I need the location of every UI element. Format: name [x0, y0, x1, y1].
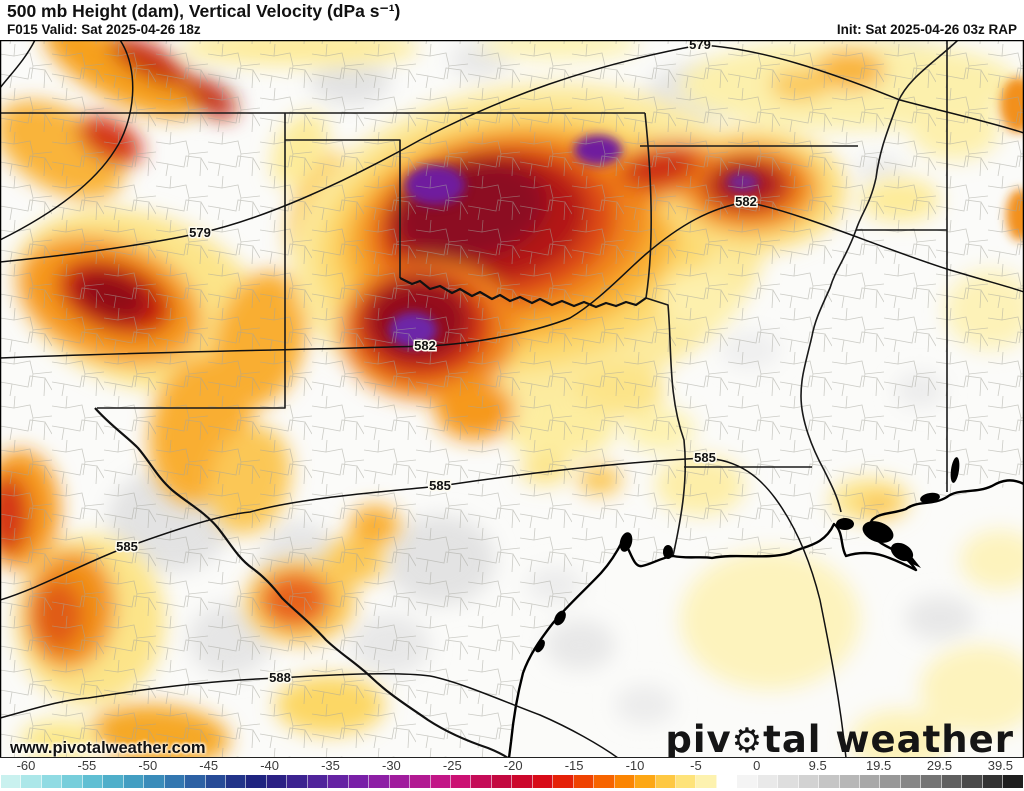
- colorbar-cell: [778, 775, 799, 788]
- contour-label: 585: [116, 539, 138, 554]
- colorbar-cell: [348, 775, 370, 788]
- colorbar-tick-label: -60: [16, 758, 36, 773]
- contour-label: 582: [735, 194, 757, 209]
- colorbar-cell: [982, 775, 1004, 788]
- colorbar-cell: [757, 775, 779, 788]
- colorbar-tick-label: 9.5: [808, 758, 827, 773]
- colorbar-cell: [164, 775, 186, 788]
- colorbar-tick-label: -5: [690, 758, 702, 773]
- colorbar-tick-label: 39.5: [987, 758, 1014, 773]
- colorbar-tick-label: -50: [138, 758, 158, 773]
- colorbar-cell: [532, 775, 554, 788]
- header: 500 mb Height (dam), Vertical Velocity (…: [0, 0, 1024, 40]
- weather-map: 579 579 582 582 585 585 585 588: [0, 40, 1024, 759]
- valid-time-label: F015 Valid: Sat 2025-04-26 18z: [7, 22, 201, 37]
- colorbar-cell: [512, 775, 533, 788]
- colorbar-cell: [287, 775, 308, 788]
- colorbar-cell: [471, 775, 492, 788]
- colorbar-cell: [21, 775, 42, 788]
- gulf-coastline: [507, 479, 1024, 759]
- contour-label: 579: [189, 225, 211, 240]
- colorbar-cell: [41, 775, 63, 788]
- colorbar-cells: [1, 775, 1023, 788]
- colorbar-cell: [1, 775, 22, 788]
- colorbar-cell: [900, 775, 922, 788]
- colorbar-tick-label: -10: [625, 758, 645, 773]
- colorbar-cell: [573, 775, 595, 788]
- contour-label: 579: [689, 40, 711, 52]
- page-title: 500 mb Height (dam), Vertical Velocity (…: [7, 1, 401, 21]
- colorbar-cell: [389, 775, 411, 788]
- colorbar-tick-label: -25: [442, 758, 462, 773]
- contour-label: 582: [414, 338, 436, 353]
- colorbar-cell: [103, 775, 124, 788]
- colorbar-cell: [144, 775, 165, 788]
- colorbar-tick-label: 0: [753, 758, 761, 773]
- colorbar-cell: [839, 775, 861, 788]
- contour-label: 585: [694, 450, 716, 465]
- colorbar-cell: [307, 775, 329, 788]
- colorbar-cell: [410, 775, 431, 788]
- colorbar-cell: [635, 775, 656, 788]
- colorbar-cell: [1003, 775, 1023, 788]
- colorbar-cell: [962, 775, 983, 788]
- colorbar-cell: [553, 775, 574, 788]
- contour-labels: 579 579 582 582 585 585 585 588: [115, 40, 759, 687]
- colorbar-cell: [941, 775, 963, 788]
- colorbar-tick-label: -15: [564, 758, 584, 773]
- colorbar-cell: [328, 775, 349, 788]
- colorbar-tick-label: 29.5: [926, 758, 953, 773]
- colorbar-cell: [430, 775, 451, 788]
- colorbar-tick-label: -45: [199, 758, 219, 773]
- colorbar-cell: [82, 775, 104, 788]
- colorbar-tick-label: -55: [77, 758, 97, 773]
- colorbar: -60 -55 -50 -45 -40 -35 -30 -25 -20 -15 -10 -5 0 9.5 1…: [0, 757, 1024, 791]
- logo-text-left: piv: [665, 718, 732, 761]
- colorbar-cell: [225, 775, 247, 788]
- colorbar-cell: [205, 775, 226, 788]
- colorbar-tick-label: -20: [503, 758, 523, 773]
- coastal-water-bodies: [535, 457, 960, 653]
- pivotal-weather-logo: piv⚙tal weather: [665, 718, 1014, 761]
- map-canvas: 579 579 582 582 585 585 585 588: [0, 40, 1024, 759]
- colorbar-cell: [594, 775, 615, 788]
- colorbar-cell: [798, 775, 820, 788]
- colorbar-cell: [675, 775, 697, 788]
- colorbar-cell: [614, 775, 636, 788]
- colorbar-tick-label: -35: [321, 758, 340, 773]
- colorbar-cell: [921, 775, 942, 788]
- colorbar-cell: [860, 775, 881, 788]
- colorbar-cell: [62, 775, 83, 788]
- colorbar-ticks: -60 -55 -50 -45 -40 -35 -30 -25 -20 -15 -10 -5 0 9.5 1…: [0, 758, 1024, 774]
- colorbar-cell: [737, 775, 758, 788]
- colorbar-cell: [266, 775, 288, 788]
- contour-label: 588: [269, 670, 291, 685]
- colorbar-cell: [369, 775, 390, 788]
- colorbar-cell: [880, 775, 901, 788]
- river-borders: [94, 277, 647, 759]
- colorbar-cell: [716, 775, 738, 788]
- colorbar-cell: [123, 775, 145, 788]
- init-time-label: Init: Sat 2025-04-26 03z RAP: [836, 22, 1017, 37]
- colorbar-tick-label: -30: [381, 758, 401, 773]
- watermark-url: www.pivotalweather.com: [10, 739, 206, 757]
- height-contours: [0, 40, 1024, 759]
- colorbar-cell: [185, 775, 206, 788]
- colorbar-cell: [450, 775, 472, 788]
- state-borders: [0, 40, 959, 557]
- logo-text-right: tal weather: [763, 718, 1014, 761]
- colorbar-cell: [819, 775, 840, 788]
- gear-icon: ⚙: [731, 721, 764, 761]
- colorbar-tick-label: 19.5: [865, 758, 892, 773]
- colorbar-cell: [655, 775, 676, 788]
- colorbar-cell: [696, 775, 717, 788]
- colorbar-cell: [246, 775, 267, 788]
- colorbar-cell: [491, 775, 513, 788]
- colorbar-tick-label: -40: [260, 758, 279, 773]
- contour-label: 585: [429, 478, 451, 493]
